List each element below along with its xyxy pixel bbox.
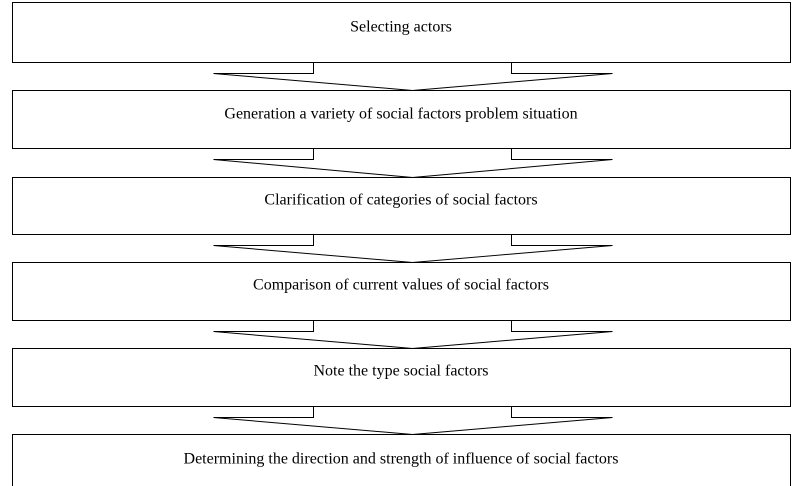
arrow (213, 406, 613, 436)
step-label: Note the type social factors (313, 363, 488, 380)
step-box (12, 2, 791, 63)
step-label: Determining the direction and strength o… (184, 451, 619, 468)
step-box (12, 434, 791, 486)
arrow (213, 148, 613, 179)
step-box (12, 90, 791, 149)
step-label: Selecting actors (350, 19, 452, 36)
step-box (12, 177, 791, 235)
step-box (12, 348, 791, 407)
step-label: Comparison of current values of social f… (253, 277, 549, 294)
arrow (213, 320, 613, 350)
step-box (12, 262, 791, 321)
arrow (213, 234, 613, 264)
arrow (213, 62, 613, 92)
step-label: Generation a variety of social factors p… (224, 106, 577, 123)
step-label: Clarification of categories of social fa… (264, 192, 537, 209)
